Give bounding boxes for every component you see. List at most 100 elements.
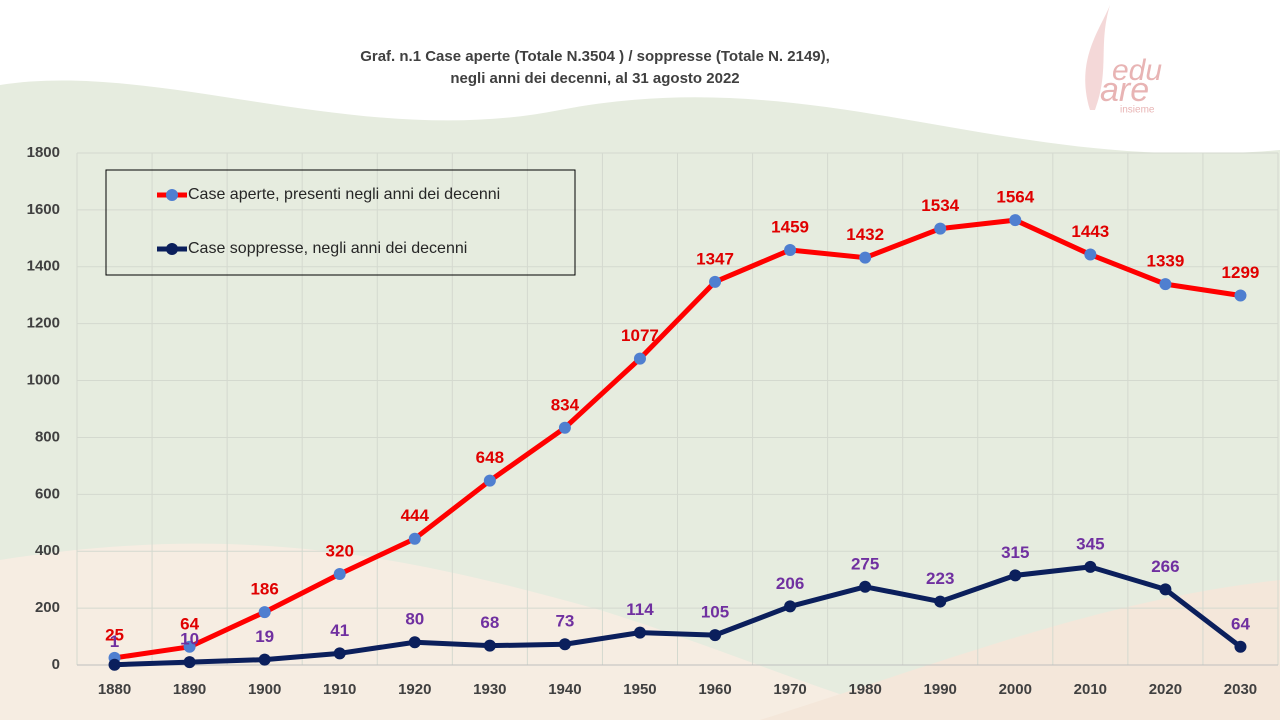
x-tick-label: 1990 bbox=[924, 681, 957, 698]
data-label: 1534 bbox=[921, 196, 959, 215]
x-tick-label: 2030 bbox=[1224, 681, 1257, 698]
point bbox=[408, 636, 421, 649]
x-tick-label: 1910 bbox=[323, 681, 356, 698]
x-tick-label: 1940 bbox=[548, 681, 581, 698]
x-tick-label: 1890 bbox=[173, 681, 206, 698]
data-label: 114 bbox=[626, 600, 654, 619]
data-label: 25 bbox=[105, 625, 124, 644]
logo-text: edu bbox=[1112, 54, 1162, 87]
point bbox=[709, 629, 722, 642]
x-tick-label: 2000 bbox=[999, 681, 1032, 698]
point bbox=[859, 251, 872, 264]
point bbox=[1234, 640, 1247, 653]
data-label: 41 bbox=[330, 621, 349, 640]
y-tick-label: 200 bbox=[35, 599, 60, 616]
swoosh bbox=[0, 543, 960, 720]
point bbox=[1084, 248, 1097, 261]
point bbox=[709, 275, 722, 288]
x-tick-label: 1930 bbox=[473, 681, 506, 698]
data-label: 1459 bbox=[771, 217, 809, 236]
point bbox=[183, 656, 196, 669]
data-label: 345 bbox=[1076, 534, 1104, 553]
data-label: 444 bbox=[401, 506, 430, 525]
data-label: 648 bbox=[476, 448, 504, 467]
point bbox=[333, 647, 346, 660]
data-label: 1 bbox=[110, 632, 119, 651]
data-label: 19 bbox=[255, 627, 274, 646]
swoosh bbox=[0, 0, 1280, 154]
x-tick-label: 1880 bbox=[98, 681, 131, 698]
data-label: 1347 bbox=[696, 249, 734, 268]
data-label: 68 bbox=[480, 613, 499, 632]
data-label: 64 bbox=[180, 614, 199, 633]
data-label: 1299 bbox=[1222, 263, 1260, 282]
data-label: 10 bbox=[180, 630, 199, 649]
chart-subtitle: negli anni dei decenni, al 31 agosto 202… bbox=[450, 70, 739, 87]
data-label: 73 bbox=[555, 612, 574, 631]
point bbox=[633, 352, 646, 365]
y-tick-label: 1600 bbox=[27, 201, 60, 218]
point bbox=[483, 639, 496, 652]
series-line bbox=[114, 564, 1242, 668]
point bbox=[633, 626, 646, 639]
x-tick-label: 2020 bbox=[1149, 681, 1182, 698]
point bbox=[1084, 560, 1097, 573]
legend-box bbox=[105, 169, 576, 276]
y-tick-label: 0 bbox=[52, 656, 60, 673]
x-tick-label: 2010 bbox=[1074, 681, 1107, 698]
data-label: 206 bbox=[776, 574, 804, 593]
data-label: 80 bbox=[405, 610, 424, 629]
plot: 0 200 400 600 800 1000 1200 1400 1600 1800 1880 189… bbox=[27, 144, 1279, 698]
x-tick-label: 1900 bbox=[248, 681, 281, 698]
point bbox=[558, 421, 571, 434]
point bbox=[333, 567, 346, 580]
x-tick-label: 1970 bbox=[773, 681, 806, 698]
data-label: 1432 bbox=[846, 225, 884, 244]
point bbox=[258, 653, 271, 666]
point bbox=[784, 243, 797, 256]
data-label: 186 bbox=[250, 580, 278, 599]
y-tick-label: 400 bbox=[35, 542, 60, 559]
data-label: 223 bbox=[926, 569, 954, 588]
data-label: 1077 bbox=[621, 326, 659, 345]
point bbox=[1009, 569, 1022, 582]
y-tick-label: 600 bbox=[35, 485, 60, 502]
y-tick-label: 1800 bbox=[27, 144, 60, 161]
swoosh bbox=[760, 580, 1280, 720]
y-tick-label: 1400 bbox=[27, 258, 60, 275]
y-tick-label: 800 bbox=[35, 428, 60, 445]
point bbox=[934, 595, 947, 608]
point bbox=[558, 638, 571, 651]
point bbox=[108, 658, 121, 671]
data-label: 1564 bbox=[996, 188, 1034, 207]
legend-marker bbox=[166, 243, 178, 255]
point bbox=[408, 532, 421, 545]
data-label: 315 bbox=[1001, 543, 1029, 562]
x-tick-label: 1980 bbox=[848, 681, 881, 698]
logo-text: insieme bbox=[1120, 105, 1155, 116]
x-tick-label: 1920 bbox=[398, 681, 431, 698]
point bbox=[1159, 278, 1172, 291]
logo-flame bbox=[1085, 5, 1110, 110]
legend-marker bbox=[166, 189, 178, 201]
data-label: 834 bbox=[551, 395, 580, 414]
point bbox=[1009, 214, 1022, 227]
point bbox=[183, 640, 196, 653]
legend-label: Case soppresse, negli anni dei decenni bbox=[188, 240, 467, 257]
legend-label: Case aperte, presenti negli anni dei dec… bbox=[188, 186, 500, 203]
x-tick-label: 1950 bbox=[623, 681, 656, 698]
point bbox=[1159, 583, 1172, 596]
data-label: 320 bbox=[326, 541, 354, 560]
point bbox=[784, 600, 797, 613]
data-label: 1339 bbox=[1146, 252, 1184, 271]
point bbox=[1234, 289, 1247, 302]
series-line bbox=[114, 217, 1241, 661]
data-label: 64 bbox=[1231, 614, 1250, 633]
chart-title: Graf. n.1 Case aperte (Totale N.3504 ) /… bbox=[360, 48, 830, 65]
x-tick-label: 1960 bbox=[698, 681, 731, 698]
data-label: 266 bbox=[1151, 557, 1179, 576]
data-label: 105 bbox=[701, 603, 729, 622]
point bbox=[483, 474, 496, 487]
y-tick-label: 1200 bbox=[27, 315, 60, 332]
